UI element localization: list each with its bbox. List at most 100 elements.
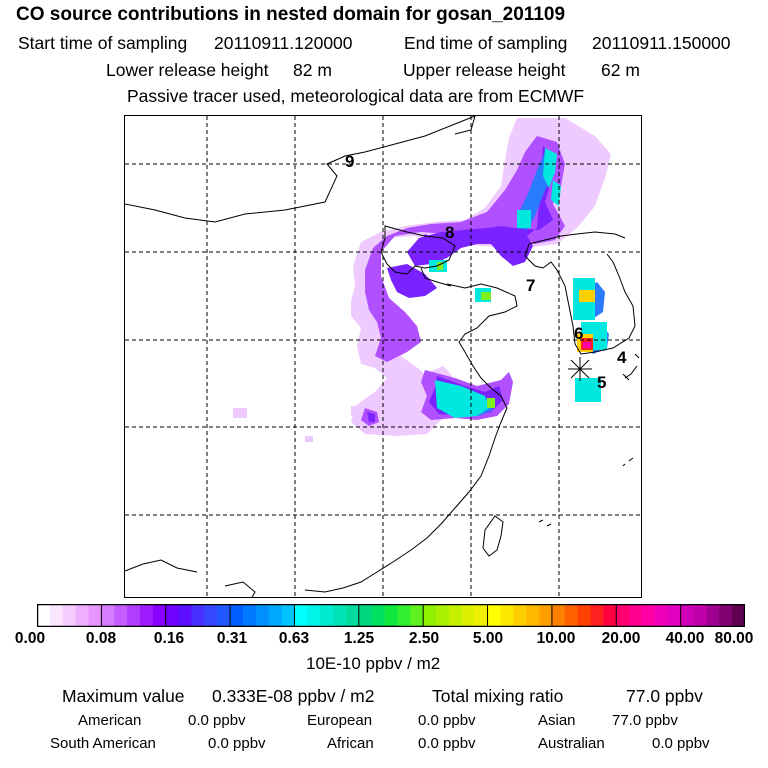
colorbar-swatch bbox=[551, 604, 566, 627]
colorbar-swatch bbox=[114, 604, 128, 627]
upper-height-value: 62 m bbox=[601, 60, 640, 80]
colorbar-swatch bbox=[642, 604, 656, 627]
tracer-note: Passive tracer used, meteorological data… bbox=[127, 86, 585, 106]
colorbar-swatch bbox=[217, 604, 231, 627]
region-name: South American bbox=[50, 735, 156, 752]
lower-height-label: Lower release height bbox=[106, 60, 269, 80]
region-name: American bbox=[78, 712, 142, 729]
total-mixing-value: 77.0 ppbv bbox=[626, 686, 703, 706]
colorbar-swatch bbox=[294, 604, 308, 627]
map-canvas bbox=[125, 116, 641, 597]
colorbar-swatch bbox=[204, 604, 218, 627]
colorbar-tick: 0.63 bbox=[278, 630, 310, 647]
colorbar-swatch bbox=[191, 604, 205, 627]
colorbar-swatch bbox=[139, 604, 154, 627]
end-time-value: 20110911.150000 bbox=[592, 33, 731, 53]
colorbar-swatch bbox=[152, 604, 167, 627]
colorbar-swatch bbox=[320, 604, 334, 627]
start-time-value: 20110911.120000 bbox=[214, 33, 353, 53]
colorbar-swatch bbox=[410, 604, 424, 627]
colorbar-swatch bbox=[230, 604, 244, 627]
colorbar-swatch bbox=[667, 604, 682, 627]
colorbar-unit: 10E-10 ppbv / m2 bbox=[306, 654, 441, 673]
colorbar-swatch bbox=[461, 604, 476, 627]
colorbar-swatch bbox=[513, 604, 527, 627]
map-label-9: 9 bbox=[345, 152, 355, 171]
colorbar-tick: 0.00 bbox=[14, 630, 46, 647]
colorbar-tick: 80.00 bbox=[714, 630, 754, 647]
lower-height-value: 82 m bbox=[293, 60, 332, 80]
colorbar-swatch bbox=[371, 604, 386, 627]
colorbar-swatch bbox=[88, 604, 102, 627]
colorbar-swatch bbox=[590, 604, 604, 627]
colorbar-swatch bbox=[629, 604, 643, 627]
colorbar-swatch bbox=[693, 604, 707, 627]
colorbar-swatch bbox=[448, 604, 463, 627]
colorbar-swatch bbox=[242, 604, 257, 627]
max-value-label: Maximum value bbox=[62, 686, 185, 706]
colorbar-tick: 2.50 bbox=[408, 630, 440, 647]
colorbar-swatch bbox=[603, 604, 617, 627]
max-value: 0.333E-08 ppbv / m2 bbox=[212, 686, 375, 706]
region-value: 0.0 ppbv bbox=[188, 712, 246, 729]
colorbar-swatch bbox=[345, 604, 360, 627]
colorbar-swatch bbox=[397, 604, 411, 627]
colorbar-tick: 20.00 bbox=[601, 630, 641, 647]
colorbar-tick: 5.00 bbox=[472, 630, 504, 647]
map-label-4: 4 bbox=[617, 348, 627, 367]
colorbar-swatch bbox=[654, 604, 669, 627]
colorbar-swatch bbox=[474, 604, 489, 627]
region-name: Australian bbox=[538, 735, 605, 752]
region-name: European bbox=[307, 712, 373, 729]
colorbar-swatch bbox=[358, 604, 373, 627]
colorbar-swatch bbox=[526, 604, 540, 627]
region-value: 0.0 ppbv bbox=[418, 712, 476, 729]
colorbar-tick: 0.16 bbox=[153, 630, 185, 647]
colorbar-swatch bbox=[423, 604, 437, 627]
colorbar-swatch bbox=[268, 604, 283, 627]
colorbar-swatch bbox=[127, 604, 141, 627]
map-label-6: 6 bbox=[574, 324, 584, 343]
colorbar-border bbox=[37, 604, 745, 627]
colorbar-tick: 0.31 bbox=[216, 630, 248, 647]
start-time-label: Start time of sampling bbox=[18, 33, 188, 53]
colorbar-swatch bbox=[101, 604, 115, 627]
colorbar-swatch bbox=[49, 604, 64, 627]
colorbar-swatch bbox=[577, 604, 592, 627]
colorbar-tick: 1.25 bbox=[343, 630, 375, 647]
map-label-8: 8 bbox=[445, 223, 455, 242]
map-panel: 9 8 7 6 4 5 bbox=[124, 115, 642, 598]
colorbar-swatch bbox=[62, 604, 77, 627]
colorbar-swatch bbox=[75, 604, 89, 627]
coastlines bbox=[125, 116, 640, 597]
region-value: 77.0 ppbv bbox=[612, 712, 678, 729]
total-mixing-label: Total mixing ratio bbox=[432, 686, 564, 706]
colorbar-swatch bbox=[37, 604, 51, 627]
colorbar-swatch bbox=[706, 604, 720, 627]
colorbar-swatch bbox=[564, 604, 579, 627]
plot-title: CO source contributions in nested domain… bbox=[16, 4, 566, 25]
map-label-7: 7 bbox=[526, 276, 536, 295]
region-name: African bbox=[327, 735, 374, 752]
colorbar-tick: 10.00 bbox=[536, 630, 576, 647]
colorbar-tick: 0.08 bbox=[85, 630, 117, 647]
colorbar-swatch bbox=[539, 604, 553, 627]
colorbar-swatch bbox=[384, 604, 398, 627]
colorbar-swatch bbox=[487, 604, 501, 627]
colorbar-tick: 40.00 bbox=[665, 630, 705, 647]
region-value: 0.0 ppbv bbox=[652, 735, 710, 752]
region-value: 0.0 ppbv bbox=[418, 735, 476, 752]
colorbar-swatch bbox=[616, 604, 630, 627]
colorbar bbox=[37, 604, 745, 627]
lat-lon-grid bbox=[125, 116, 641, 597]
upper-height-label: Upper release height bbox=[403, 60, 566, 80]
end-time-label: End time of sampling bbox=[404, 33, 568, 53]
colorbar-swatch bbox=[333, 604, 347, 627]
colorbar-swatch bbox=[307, 604, 321, 627]
concentration-plume bbox=[233, 118, 611, 442]
colorbar-swatch bbox=[178, 604, 192, 627]
colorbar-swatch bbox=[281, 604, 295, 627]
receptor-asterisk bbox=[568, 357, 592, 381]
map-label-5: 5 bbox=[597, 373, 607, 392]
colorbar-swatch bbox=[719, 604, 733, 627]
